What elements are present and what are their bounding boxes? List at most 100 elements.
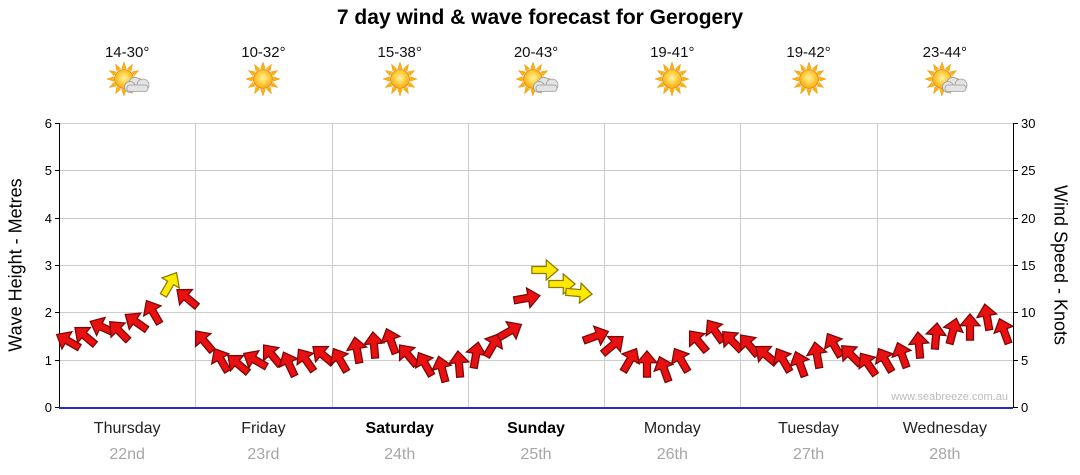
wind-arrow-red bbox=[858, 352, 880, 379]
wind-arrow-red bbox=[227, 355, 252, 377]
sun-cloud-icon bbox=[102, 60, 152, 109]
day-temperature: 15-38° bbox=[377, 44, 422, 61]
wind-arrow-red bbox=[329, 347, 351, 374]
wind-arrow-red bbox=[619, 347, 640, 374]
right-axis-tick-label: 10 bbox=[1021, 305, 1036, 321]
grid-line-horizontal bbox=[59, 217, 1013, 219]
grid-line-day-boundary bbox=[467, 123, 469, 407]
right-axis-tick-label: 5 bbox=[1021, 352, 1029, 368]
wind-arrow-red bbox=[415, 352, 436, 379]
wind-arrow-red bbox=[513, 286, 542, 310]
left-axis-tick-label: 2 bbox=[44, 305, 52, 321]
wind-arrow-red bbox=[447, 350, 471, 379]
left-axis-tick bbox=[55, 407, 59, 408]
left-axis-tick-label: 1 bbox=[44, 352, 52, 368]
right-axis-tick-label: 15 bbox=[1021, 258, 1036, 273]
left-axis-line bbox=[59, 123, 60, 408]
day-name: Sunday bbox=[507, 420, 565, 437]
sun-icon bbox=[375, 60, 425, 109]
sun-icon bbox=[647, 60, 697, 109]
right-axis-tick-label: 25 bbox=[1021, 163, 1036, 179]
sun-cloud-icon bbox=[920, 60, 970, 109]
left-axis-tick bbox=[55, 359, 59, 361]
grid-line-day-boundary bbox=[195, 123, 197, 407]
wind-arrow-red bbox=[278, 351, 299, 379]
wind-arrow-red bbox=[581, 325, 609, 347]
left-axis-tick bbox=[55, 265, 59, 266]
day-temperature: 19-42° bbox=[786, 44, 831, 61]
left-axis-tick-label: 4 bbox=[44, 210, 52, 226]
left-axis-tick-label: 0 bbox=[44, 400, 52, 415]
grid-line-horizontal bbox=[59, 123, 1013, 124]
left-axis-tick-label: 6 bbox=[44, 116, 52, 131]
wind-arrow-red bbox=[242, 349, 269, 371]
right-axis-tick bbox=[1014, 312, 1018, 314]
day-temperature: 14-30° bbox=[104, 44, 150, 61]
right-axis-tick bbox=[1014, 170, 1018, 172]
day-name: Monday bbox=[643, 420, 701, 437]
grid-line-horizontal bbox=[59, 265, 1013, 266]
right-axis-line bbox=[1013, 123, 1014, 408]
wind-arrow-red bbox=[296, 348, 318, 374]
wind-arrow-red bbox=[652, 355, 675, 384]
right-axis-tick-label: 20 bbox=[1021, 210, 1036, 226]
wind-arrow-red bbox=[789, 351, 811, 379]
wind-arrow-red bbox=[73, 326, 98, 348]
wind-arrow-red bbox=[380, 327, 402, 356]
day-temperature: 10-32° bbox=[241, 44, 286, 61]
wind-arrow-red bbox=[175, 289, 200, 311]
wind-arrow-red bbox=[925, 321, 948, 351]
right-axis-tick bbox=[1014, 265, 1018, 266]
wind-arrow-red bbox=[362, 331, 386, 360]
wind-arrow-red bbox=[108, 321, 132, 344]
day-name: Wednesday bbox=[902, 420, 987, 437]
day-name: Tuesday bbox=[778, 420, 839, 437]
chart-title: 7 day wind & wave forecast for Gerogery bbox=[336, 6, 744, 29]
wind-arrow-red bbox=[688, 329, 710, 354]
wind-arrow-red bbox=[194, 329, 216, 354]
wind-arrow-red bbox=[55, 330, 82, 352]
wind-arrow-red bbox=[210, 347, 232, 374]
day-date: 28th bbox=[929, 446, 961, 463]
grid-line-horizontal bbox=[59, 170, 1013, 172]
wind-arrow-red bbox=[635, 350, 659, 379]
day-date: 22nd bbox=[109, 446, 145, 463]
day-name: Thursday bbox=[93, 420, 161, 437]
day-date: 26th bbox=[656, 446, 688, 463]
grid-line-day-boundary bbox=[604, 123, 606, 407]
grid-line-horizontal bbox=[59, 312, 1013, 314]
wind-arrow-red bbox=[993, 318, 1015, 346]
wind-arrow-red bbox=[482, 333, 504, 360]
right-axis-title: Wind Speed - Knots bbox=[1050, 184, 1071, 346]
right-axis-tick-label: 0 bbox=[1021, 400, 1029, 415]
left-axis-tick-label: 5 bbox=[44, 163, 52, 179]
day-name: Saturday bbox=[365, 420, 434, 437]
day-date: 23rd bbox=[247, 446, 280, 463]
grid-line-day-boundary bbox=[740, 123, 742, 407]
day-temperature: 20-43° bbox=[513, 44, 559, 61]
grid-line-day-boundary bbox=[331, 123, 333, 407]
left-axis-tick bbox=[55, 312, 59, 314]
wind-arrow-red bbox=[431, 355, 454, 384]
right-axis-tick bbox=[1014, 123, 1018, 124]
day-temperature: 23-44° bbox=[922, 44, 968, 61]
right-axis-tick bbox=[1014, 359, 1018, 361]
sun-icon bbox=[238, 60, 288, 109]
wind-arrow-red bbox=[959, 312, 982, 341]
day-temperature: 19-41° bbox=[650, 44, 695, 61]
day-date: 27th bbox=[792, 446, 825, 463]
grid-line-horizontal bbox=[59, 359, 1013, 361]
wind-arrow-yellow bbox=[564, 282, 593, 305]
day-name: Friday bbox=[241, 420, 286, 437]
grid-line-day-boundary bbox=[876, 123, 878, 407]
sun-cloud-icon bbox=[511, 60, 561, 109]
wind-arrow-red bbox=[891, 341, 913, 370]
wind-arrow-red bbox=[465, 341, 488, 370]
x-axis-baseline bbox=[59, 407, 1013, 409]
wind-arrow-red bbox=[599, 336, 624, 358]
wind-arrow-red bbox=[805, 341, 829, 370]
wind-arrow-red bbox=[772, 347, 794, 374]
right-axis-tick-label: 30 bbox=[1021, 116, 1036, 131]
right-axis-tick bbox=[1014, 407, 1018, 408]
